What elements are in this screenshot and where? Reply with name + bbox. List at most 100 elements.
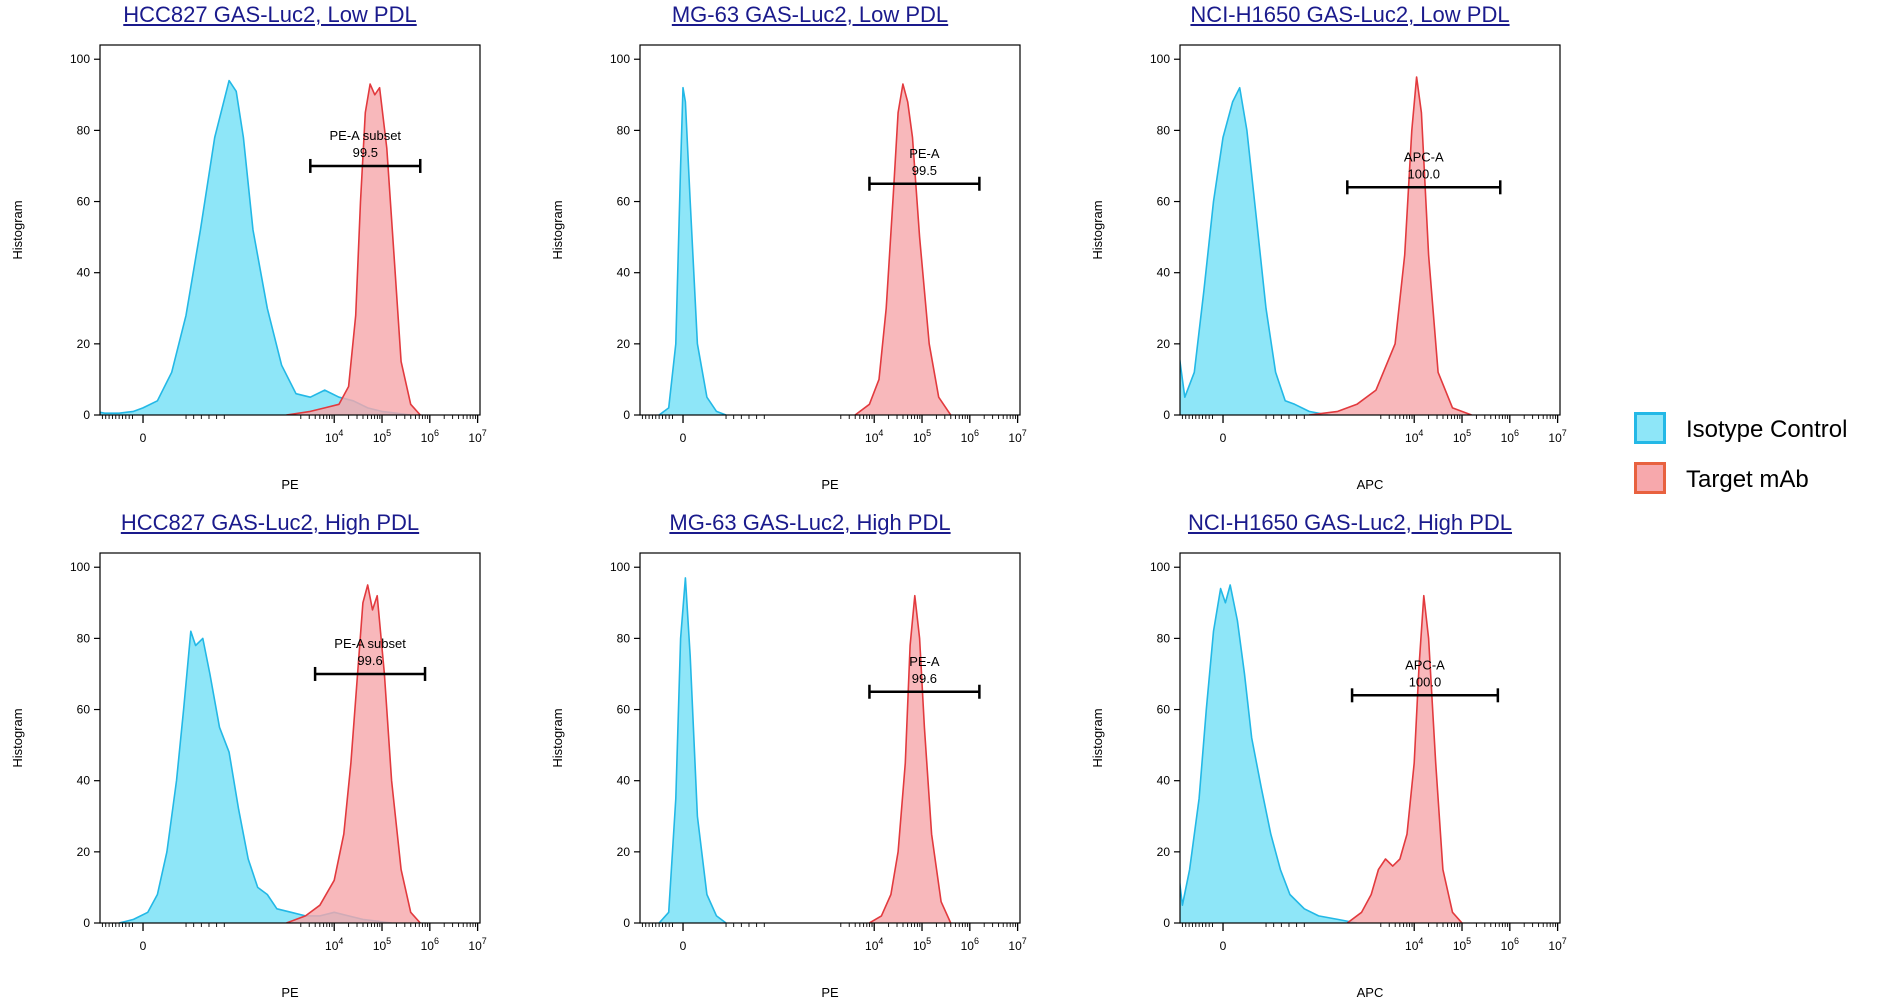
gate-value: 99.5 [912, 163, 937, 178]
y-tick-label: 80 [617, 631, 631, 645]
plot-frame [99, 552, 481, 924]
y-tick-label: 20 [617, 845, 631, 859]
x-tick-label: 107 [468, 936, 486, 953]
legend-label: Isotype Control [1686, 416, 1848, 443]
y-tick-label: 0 [623, 916, 630, 930]
histogram-plot: Histogram PE PE-A 99.5 0 20 40 60 80 100 0 104 105 10… [550, 44, 1027, 492]
x-tick-label: 107 [1548, 936, 1566, 953]
y-tick-label: 80 [1157, 123, 1171, 137]
x-tick-label: 105 [1453, 936, 1471, 953]
gate-name: PE-A [909, 146, 940, 161]
y-tick-label: 40 [617, 774, 631, 788]
x-axis-label: PE [281, 985, 299, 1000]
series-area-target-mab [855, 84, 951, 415]
histogram-plot: Histogram PE PE-A subset 99.6 0 20 40 60 80 100 0 1… [10, 552, 487, 1000]
x-tick-label: 107 [1008, 428, 1026, 445]
plot-frame [99, 44, 481, 416]
y-tick-label: 0 [83, 916, 90, 930]
y-tick-label: 80 [77, 631, 91, 645]
y-tick-label: 40 [77, 266, 91, 280]
y-tick-label: 20 [77, 845, 91, 859]
series-area-isotype-control [100, 80, 411, 415]
series-line-isotype-control [658, 86, 727, 415]
plot-frame [1179, 552, 1561, 924]
legend-label: Target mAb [1686, 466, 1809, 493]
x-tick-label: 0 [1220, 431, 1227, 445]
histogram-panel-hcc827-high-pdl: HCC827 GAS-Luc2, High PDL Histogram PE PE-… [0, 508, 540, 1008]
x-tick-label: 0 [140, 431, 147, 445]
y-tick-label: 0 [83, 408, 90, 422]
x-tick-label: 106 [961, 428, 979, 445]
histogram-panel-nci-h1650-high-pdl: NCI-H1650 GAS-Luc2, High PDL Histogram AP… [1080, 508, 1620, 1008]
gate-name: PE-A subset [330, 128, 402, 143]
series-area-isotype-control [119, 631, 392, 923]
y-tick-label: 60 [617, 703, 631, 717]
x-tick-label: 104 [865, 428, 883, 445]
x-tick-label: 105 [913, 428, 931, 445]
y-tick-label: 0 [1163, 408, 1170, 422]
gate-value: 100.0 [1408, 166, 1441, 181]
x-tick-label: 106 [961, 936, 979, 953]
plot-frame [639, 552, 1021, 924]
plot-frame [639, 44, 1021, 416]
series-group [658, 577, 952, 923]
y-axis-label: Histogram [10, 200, 25, 259]
histogram-panel-hcc827-low-pdl: HCC827 GAS-Luc2, Low PDL Histogram PE PE-A… [0, 0, 540, 500]
y-tick-label: 0 [1163, 916, 1170, 930]
y-tick-label: 60 [1157, 703, 1171, 717]
series-line-target-mab [286, 584, 421, 923]
y-axis-label: Histogram [550, 200, 565, 259]
gate-name: APC-A [1405, 657, 1445, 672]
y-tick-label: 100 [610, 52, 630, 66]
series-group [1180, 584, 1463, 923]
legend-swatch-target-mab [1634, 462, 1666, 494]
histogram-plot: Histogram PE PE-A subset 99.5 0 20 40 60 80 100 0 1… [10, 44, 487, 492]
series-area-isotype-control [1180, 585, 1357, 923]
x-tick-label: 105 [373, 428, 391, 445]
series-group [658, 83, 952, 415]
y-tick-label: 0 [623, 408, 630, 422]
x-tick-label: 104 [325, 936, 343, 953]
y-tick-label: 100 [70, 560, 90, 574]
y-tick-label: 60 [617, 195, 631, 209]
gate-value: 99.5 [353, 145, 378, 160]
series-line-target-mab [1346, 594, 1463, 923]
series-line-isotype-control [1180, 584, 1358, 923]
y-tick-label: 60 [1157, 195, 1171, 209]
series-area-target-mab [286, 585, 421, 923]
y-tick-label: 80 [1157, 631, 1171, 645]
gate-name: APC-A [1404, 149, 1444, 164]
x-axis-label: APC [1357, 477, 1384, 492]
series-area-target-mab [1347, 595, 1462, 923]
x-tick-label: 0 [140, 939, 147, 953]
y-tick-label: 20 [77, 337, 91, 351]
y-tick-label: 20 [617, 337, 631, 351]
panel-title: NCI-H1650 GAS-Luc2, Low PDL [1190, 2, 1510, 27]
x-tick-label: 105 [913, 936, 931, 953]
series-area-isotype-control [659, 577, 726, 923]
x-tick-label: 106 [421, 428, 439, 445]
y-tick-label: 40 [1157, 266, 1171, 280]
series-line-target-mab [868, 594, 952, 923]
x-axis-label: APC [1357, 985, 1384, 1000]
x-axis-label: PE [281, 477, 299, 492]
x-tick-label: 104 [325, 428, 343, 445]
y-tick-label: 80 [77, 123, 91, 137]
y-tick-label: 100 [70, 52, 90, 66]
y-axis-label: Histogram [10, 708, 25, 767]
y-tick-label: 100 [1150, 52, 1170, 66]
y-tick-label: 100 [610, 560, 630, 574]
legend-swatch-isotype-control [1634, 412, 1666, 444]
x-tick-label: 104 [1405, 428, 1423, 445]
gate-name: PE-A subset [334, 636, 406, 651]
y-tick-label: 60 [77, 195, 91, 209]
x-tick-label: 0 [680, 939, 687, 953]
gate-value: 100.0 [1409, 674, 1442, 689]
x-tick-label: 0 [680, 431, 687, 445]
gate-value: 99.6 [357, 653, 382, 668]
x-tick-label: 104 [1405, 936, 1423, 953]
y-tick-label: 100 [1150, 560, 1170, 574]
x-tick-label: 107 [468, 428, 486, 445]
x-axis-label: PE [821, 985, 839, 1000]
x-tick-label: 106 [1501, 936, 1519, 953]
